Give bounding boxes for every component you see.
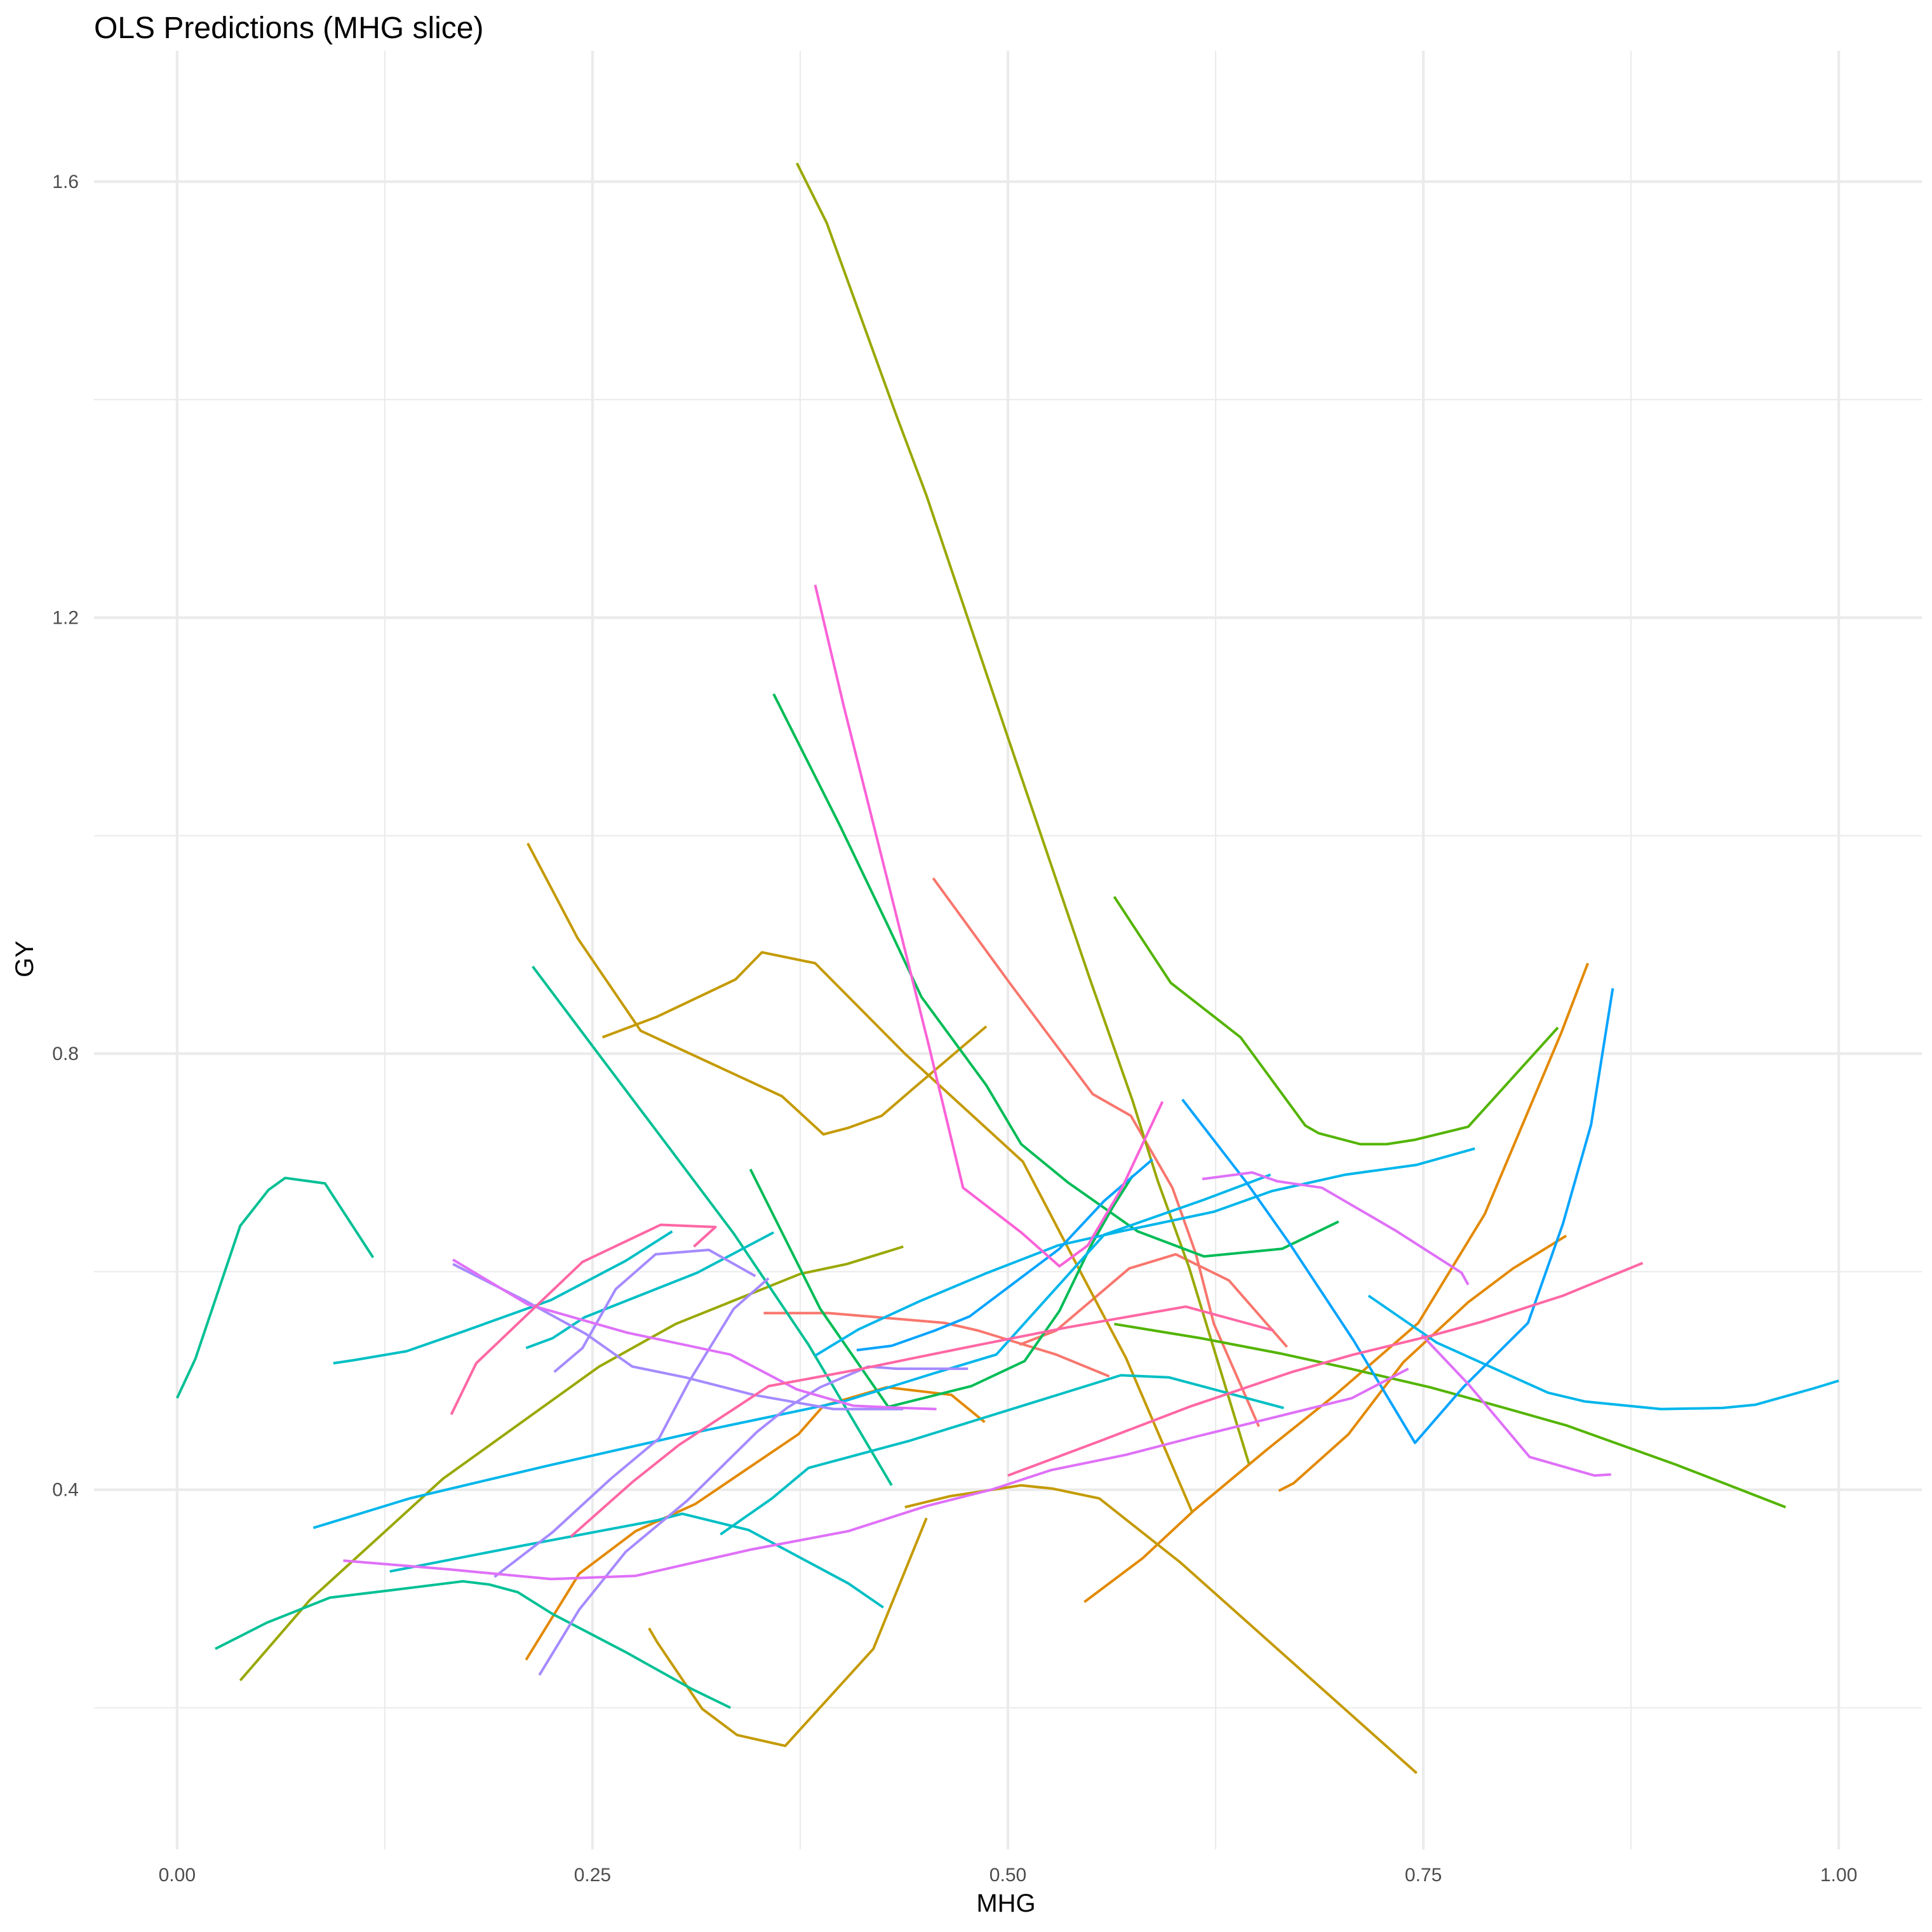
x-tick-label: 0.75 (1405, 1865, 1442, 1886)
series-line-11 (795, 162, 1251, 1464)
series-line-40 (1007, 1261, 1644, 1477)
series-line-22 (389, 1512, 884, 1609)
series-line-12 (239, 1245, 904, 1682)
series-line-23 (720, 1374, 1284, 1536)
chart-title: OLS Predictions (MHG slice) (94, 11, 483, 45)
x-tick-label: 0.25 (574, 1865, 611, 1886)
series-line-21 (525, 1231, 775, 1350)
series-line-8 (648, 1517, 928, 1747)
y-tick-label: 0.4 (52, 1480, 79, 1501)
series-line-24 (312, 1173, 1271, 1529)
series-line-31 (553, 1249, 756, 1373)
series-line-32 (493, 1277, 770, 1578)
series-line-18 (215, 1580, 731, 1709)
series-line-35 (1202, 1171, 1470, 1285)
series-line-29 (538, 1365, 969, 1676)
series-line-36 (1421, 1334, 1611, 1477)
series-line-34 (452, 1258, 937, 1411)
series-line-17 (175, 1176, 375, 1399)
series-line-14 (1114, 1322, 1787, 1508)
series-line-9 (904, 1484, 1418, 1774)
major-gridlines (94, 51, 1922, 1849)
series-line-13 (1113, 896, 1559, 1146)
series-line-26 (1367, 1294, 1839, 1411)
series-line-16 (772, 693, 1339, 1258)
y-axis-title: GY (11, 941, 39, 977)
y-tick-label: 1.2 (52, 608, 79, 629)
x-tick-label: 0.00 (159, 1865, 196, 1886)
x-tick-label: 1.00 (1820, 1865, 1857, 1886)
series-line-10 (601, 951, 1194, 1513)
x-axis-title: MHG (976, 1889, 1035, 1917)
series-line-6 (1278, 1234, 1567, 1493)
series-line-39 (570, 1305, 1275, 1538)
series-line-1 (763, 1311, 1110, 1378)
series-line-15 (749, 1169, 1134, 1409)
series-line-33 (343, 1367, 1409, 1581)
series-line-28 (856, 1158, 1153, 1352)
series-line-4 (525, 1386, 986, 1661)
series-line-25 (814, 1147, 1475, 1357)
x-tick-label: 0.50 (989, 1865, 1026, 1886)
y-tick-label: 1.6 (52, 171, 79, 192)
series-line-5 (1083, 962, 1589, 1603)
series-line-37 (814, 584, 1164, 1268)
x-axis-tick-labels: 0.00 0.25 0.50 0.75 1.00 (159, 1865, 1858, 1886)
series-line-27 (1181, 988, 1614, 1444)
series-line-7 (527, 842, 988, 1136)
series-line-19 (532, 965, 893, 1486)
y-axis-tick-labels: 0.4 0.8 1.2 1.6 (52, 171, 79, 1501)
series-line-20 (333, 1230, 673, 1365)
y-tick-label: 0.8 (52, 1043, 79, 1064)
series-lines (175, 162, 1839, 1774)
series-line-3 (1019, 1252, 1289, 1348)
series-line-38 (450, 1223, 717, 1416)
